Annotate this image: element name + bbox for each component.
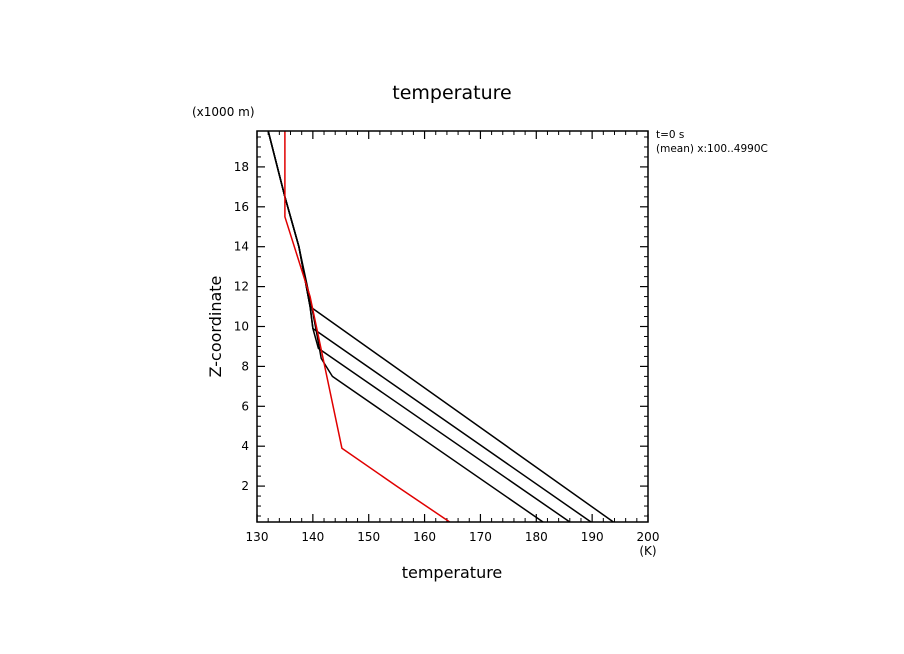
y-tick-label: 16 (234, 200, 249, 214)
y-axis-label: Z-coordinate (206, 276, 225, 378)
y-tick-label: 6 (241, 399, 249, 413)
y-tick-label: 4 (241, 439, 249, 453)
chart-title: temperature (392, 82, 511, 104)
x-axis-label: temperature (402, 563, 503, 582)
y-tick-label: 2 (241, 479, 249, 493)
y-tick-label: 10 (234, 320, 249, 334)
annotation-mean-range: (mean) x:100..4990C (656, 143, 768, 155)
x-tick-label: 150 (357, 530, 380, 544)
y-tick-label: 18 (234, 160, 249, 174)
x-tick-label: 140 (301, 530, 324, 544)
series-lines (267, 130, 614, 523)
series-line-4 (267, 130, 544, 523)
y-tick-label: 12 (234, 280, 249, 294)
y-tick-label: 14 (234, 240, 249, 254)
annotation-time: t=0 s (656, 129, 684, 141)
x-tick-label: 190 (581, 530, 604, 544)
x-tick-label: 200 (637, 530, 660, 544)
tick-labels: 130 140 150 160 170 180 190 200 2 4 6 8 10 12 14 16 18 (234, 160, 660, 544)
series-line-1 (267, 130, 614, 523)
x-tick-label: 180 (525, 530, 548, 544)
x-tick-label: 160 (413, 530, 436, 544)
y-tick-label: 8 (241, 359, 249, 373)
series-line-3 (267, 130, 571, 523)
y-unit-label: (x1000 m) (192, 105, 255, 119)
x-unit-label: (K) (639, 544, 656, 558)
series-line-5 (284, 131, 451, 523)
plot-frame (256, 130, 649, 523)
x-tick-label: 170 (469, 530, 492, 544)
x-tick-label: 130 (246, 530, 269, 544)
